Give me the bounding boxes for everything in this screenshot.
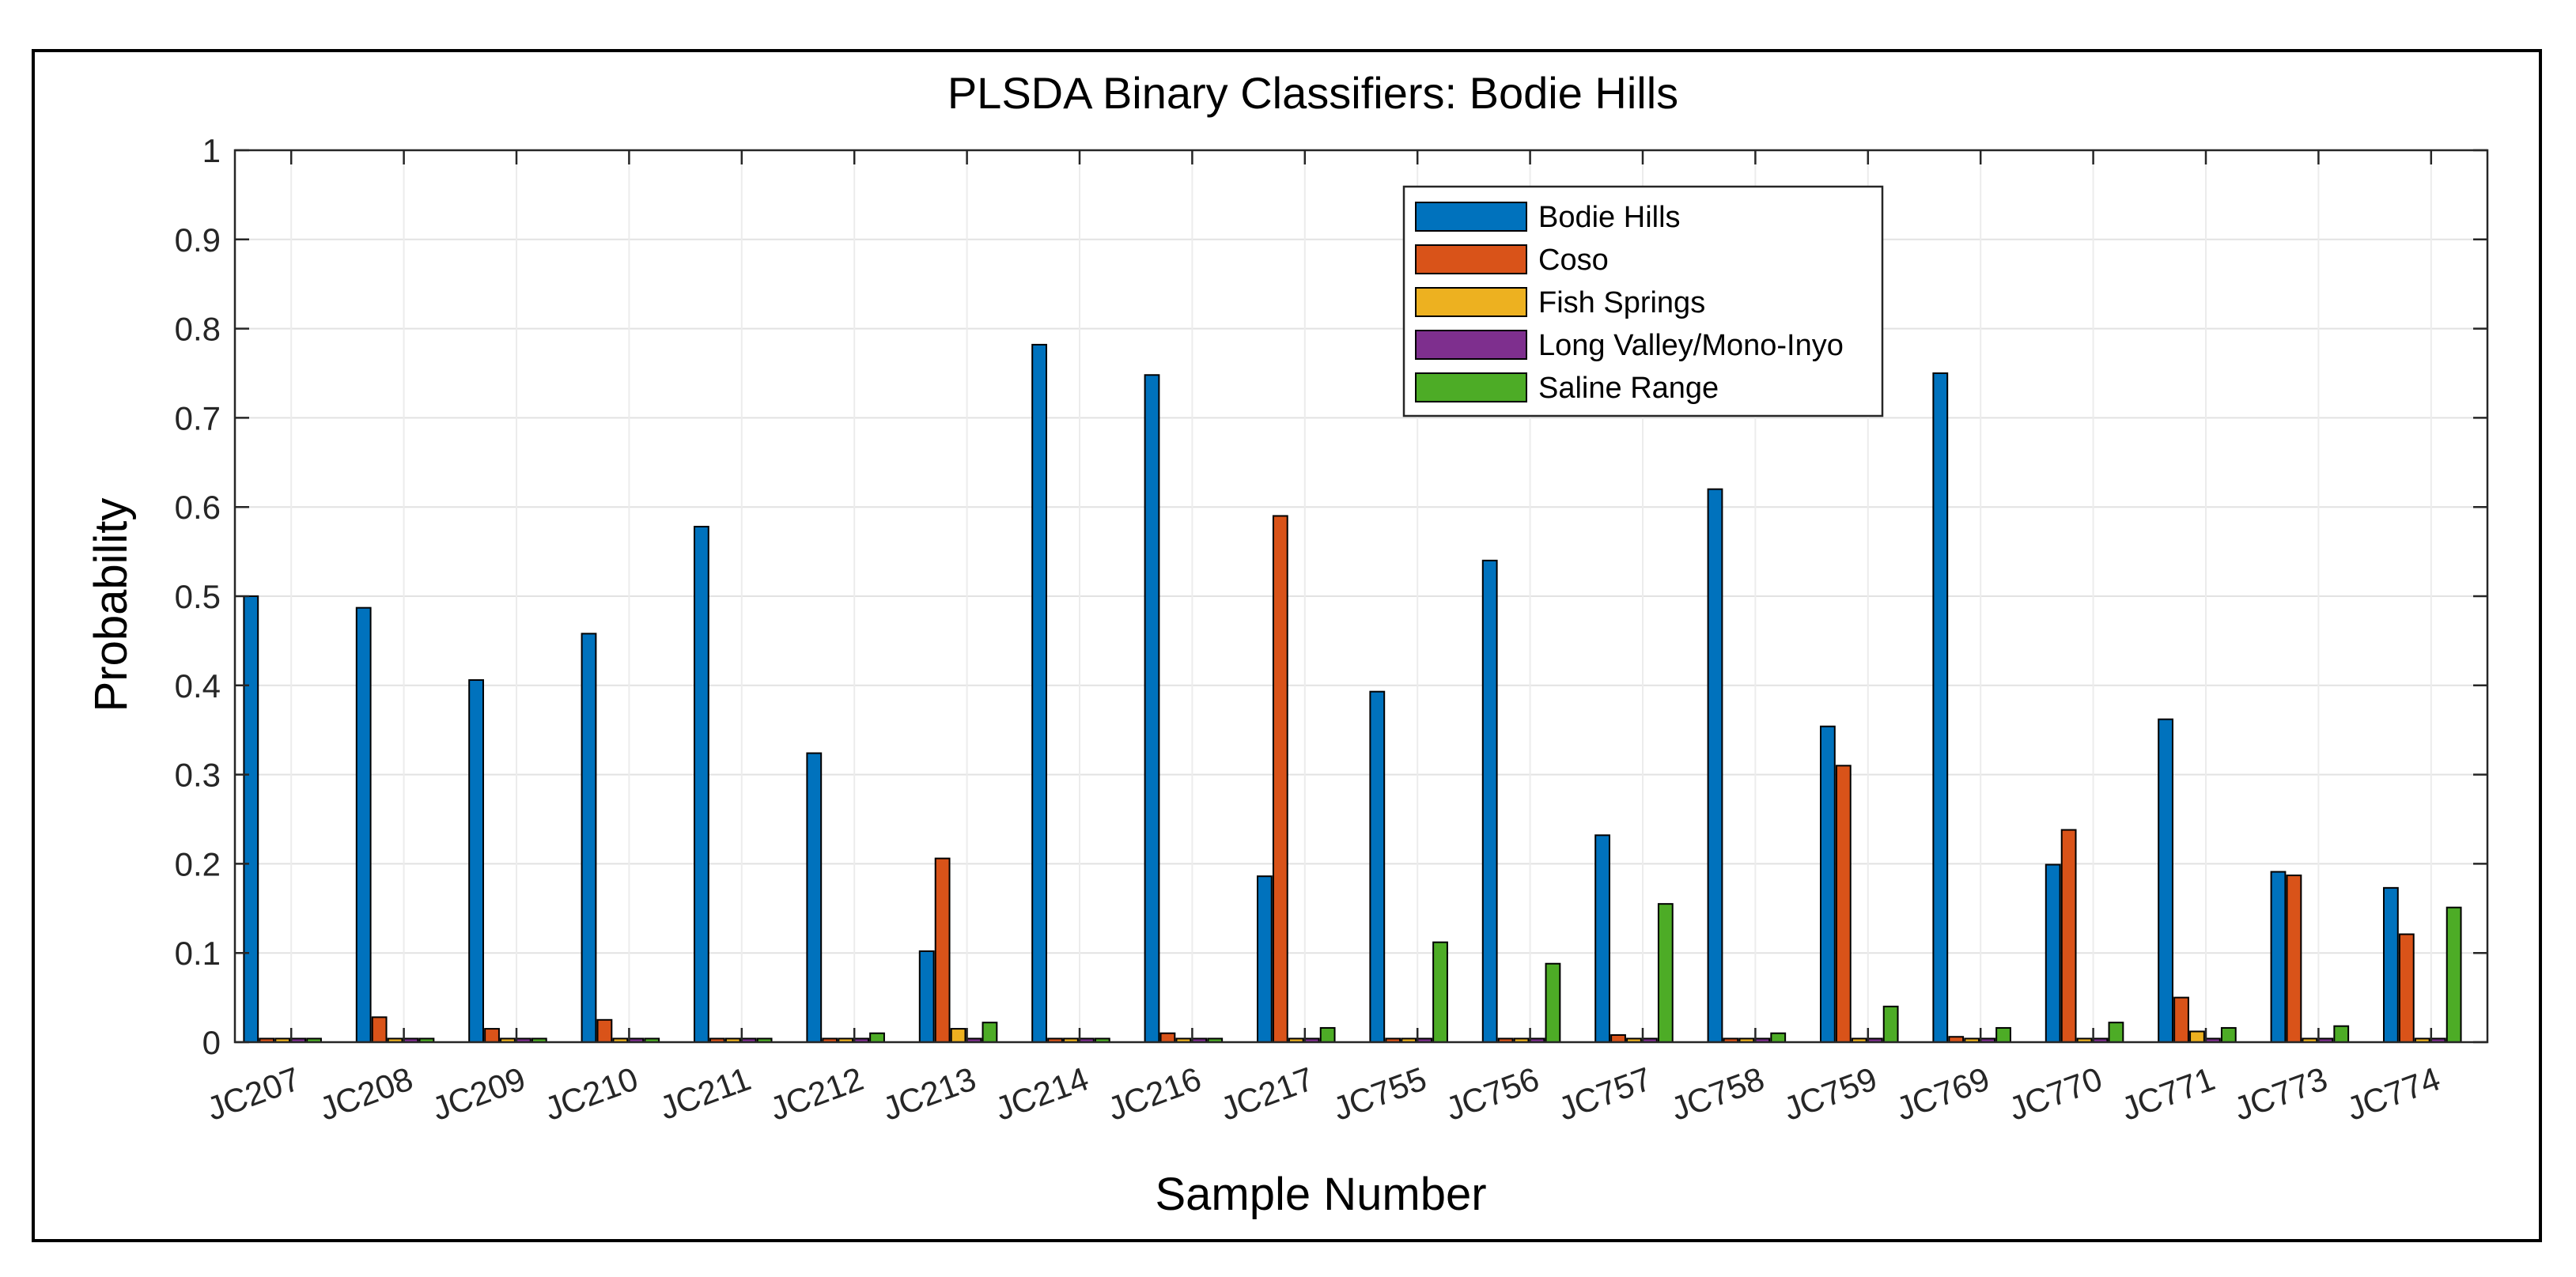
bar	[1594, 834, 1610, 1043]
bars	[243, 343, 2462, 1044]
legend: Bodie Hills Coso Fish Springs Long Valley/M…	[1402, 185, 1884, 417]
y-tick-label: 0.1	[175, 935, 221, 972]
legend-swatch	[1415, 287, 1527, 317]
bar	[982, 1022, 998, 1043]
legend-entry-label: Coso	[1538, 244, 1609, 277]
y-tick-label: 0	[202, 1024, 221, 1061]
bar	[1707, 488, 1723, 1043]
y-tick-label: 0.6	[175, 489, 221, 526]
bar	[1882, 1005, 1899, 1044]
bar	[2286, 875, 2302, 1043]
bar	[2220, 1026, 2237, 1044]
bar	[2398, 933, 2415, 1043]
bar	[468, 679, 484, 1043]
y-tick-label: 0.3	[175, 757, 221, 794]
bar	[1319, 1026, 1336, 1044]
y-axis-label: Probability	[85, 498, 137, 712]
bar	[355, 606, 372, 1043]
bar	[1432, 941, 1448, 1043]
bar	[2333, 1025, 2350, 1044]
bar	[2045, 863, 2061, 1043]
x-axis-label: Sample Number	[1155, 1169, 1486, 1220]
bar	[2189, 1030, 2205, 1043]
bar	[1144, 374, 1160, 1044]
bar	[2108, 1022, 2124, 1043]
y-tick-label: 0.2	[175, 845, 221, 882]
axes	[233, 149, 2489, 1044]
y-tick-label: 0.5	[175, 578, 221, 615]
bar	[1256, 875, 1273, 1044]
legend-swatch	[1415, 330, 1527, 360]
legend-entry-label: Fish Springs	[1538, 286, 1705, 319]
bar	[243, 595, 259, 1043]
bar	[869, 1032, 885, 1043]
y-tick-label: 0.4	[175, 667, 221, 705]
bar	[2158, 718, 2173, 1043]
bar	[693, 526, 709, 1043]
bar	[1610, 1033, 1626, 1043]
y-tick-label: 1	[202, 132, 221, 169]
bar	[1369, 690, 1386, 1043]
bar	[581, 633, 597, 1043]
legend-swatch	[1415, 202, 1527, 232]
bar	[371, 1016, 388, 1044]
bar	[2060, 829, 2077, 1043]
legend-swatch	[1415, 372, 1527, 402]
bar	[1272, 515, 1288, 1043]
bar	[596, 1018, 613, 1044]
bar	[2270, 871, 2287, 1043]
bar	[934, 857, 951, 1043]
bar	[2445, 906, 2462, 1043]
chart-title: PLSDA Binary Classifiers: Bodie Hills	[948, 68, 1678, 118]
legend-entry-label: Bodie Hills	[1538, 201, 1681, 234]
bar	[1031, 343, 1047, 1043]
bar	[2382, 886, 2399, 1043]
bar	[806, 752, 823, 1043]
bar	[1481, 559, 1498, 1043]
bar	[1159, 1032, 1176, 1043]
bar	[918, 950, 935, 1043]
bar	[1657, 903, 1674, 1044]
y-tick-label: 0.7	[175, 399, 221, 436]
bar	[1835, 765, 1852, 1043]
legend-entry-label: Long Valley/Mono-Inyo	[1538, 329, 1844, 362]
bar	[1995, 1026, 2011, 1044]
y-tick-label: 0.9	[175, 221, 221, 259]
legend-entry-label: Saline Range	[1538, 372, 1719, 405]
bar	[950, 1028, 966, 1043]
grid-lines	[235, 150, 2487, 1042]
bar	[1819, 725, 1836, 1043]
y-tick-labels: 0 0.1 0.2 0.3 0.4 0.5 0.6 0.7 0.8 0.9 1	[175, 132, 221, 1061]
bar	[1932, 372, 1949, 1043]
bar	[1770, 1032, 1787, 1043]
y-tick-label: 0.8	[175, 311, 221, 348]
bar	[2173, 996, 2189, 1043]
bar	[484, 1028, 500, 1043]
axes-box	[233, 149, 2489, 1044]
bar	[1545, 962, 1561, 1043]
legend-swatch	[1415, 244, 1527, 274]
